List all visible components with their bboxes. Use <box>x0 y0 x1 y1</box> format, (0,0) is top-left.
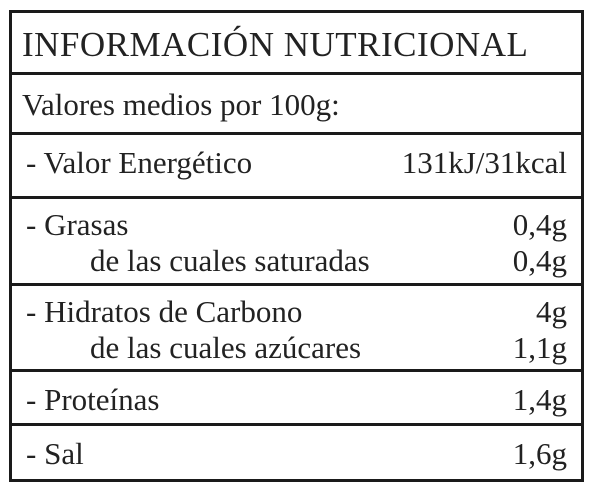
table-row-fat: - Grasas 0,4g de las cuales saturadas 0,… <box>12 199 581 286</box>
nutrition-table: INFORMACIÓN NUTRICIONAL Valores medios p… <box>9 10 584 482</box>
table-subheader: Valores medios por 100g: <box>12 75 581 135</box>
row-value: 1,6g <box>512 436 567 471</box>
table-row-salt: - Sal 1,6g <box>12 426 581 479</box>
table-header: INFORMACIÓN NUTRICIONAL <box>12 13 581 75</box>
table-row-energy: - Valor Energético 131kJ/31kcal <box>12 135 581 199</box>
row-value: 4g <box>536 294 567 329</box>
row-sub-value: 1,1g <box>512 330 567 365</box>
row-label: - Valor Energético <box>26 145 253 180</box>
row-label: - Sal <box>26 436 84 471</box>
row-value: 1,4g <box>512 382 567 417</box>
table-subtitle: Valores medios por 100g: <box>22 87 340 122</box>
row-sub-label: de las cuales azúcares <box>90 330 362 365</box>
row-value: 0,4g <box>512 207 567 242</box>
row-label: - Grasas <box>26 207 129 242</box>
row-label: - Hidratos de Carbono <box>26 294 303 329</box>
table-row-protein: - Proteínas 1,4g <box>12 372 581 426</box>
table-row-carbs: - Hidratos de Carbono 4g de las cuales a… <box>12 286 581 372</box>
row-value: 131kJ/31kcal <box>401 145 567 180</box>
row-label: - Proteínas <box>26 382 160 417</box>
row-sub-value: 0,4g <box>512 243 567 278</box>
table-title: INFORMACIÓN NUTRICIONAL <box>22 25 529 64</box>
row-sub-label: de las cuales saturadas <box>90 243 370 278</box>
